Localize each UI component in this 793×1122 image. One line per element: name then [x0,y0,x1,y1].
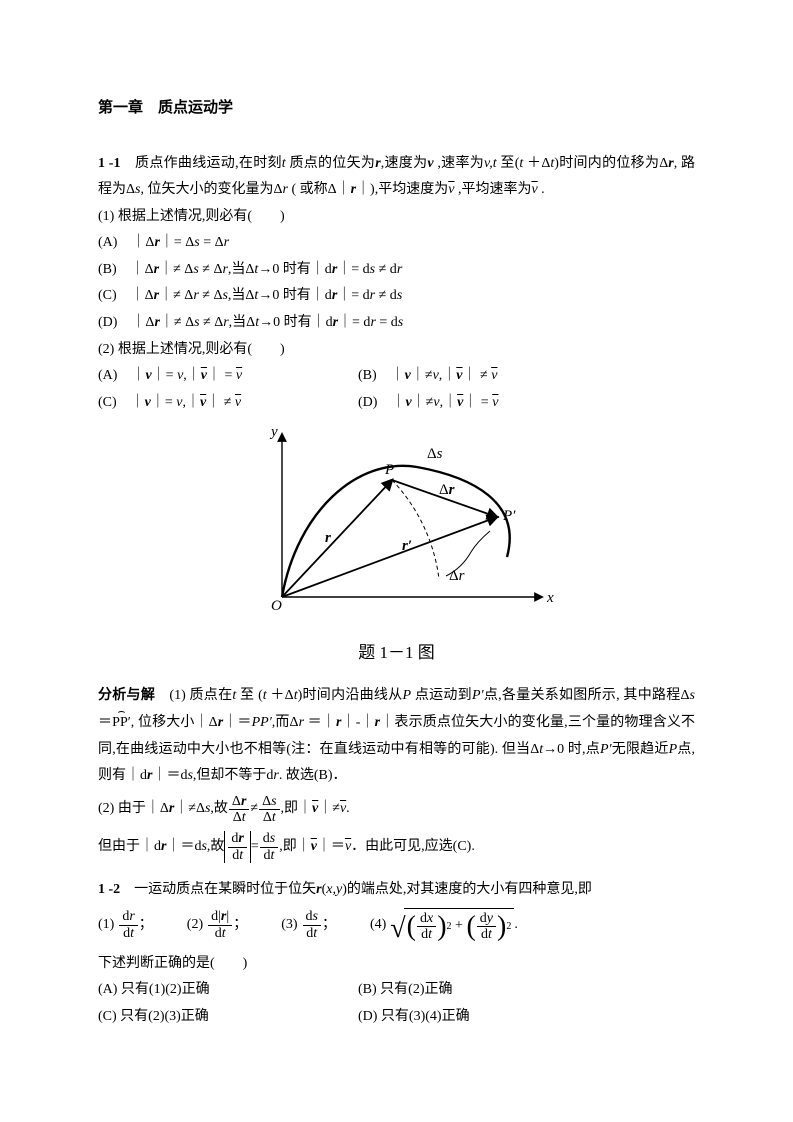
figure-caption: 题 1－1 图 [98,637,695,669]
q2-opt-b: (B) 只有(2)正确 [358,977,618,1004]
page: 第一章 质点运动学 1 -1 质点作曲线运动,在时刻t 质点的位矢为r,速度为v… [0,0,793,1122]
analysis-p2: (2) 由于｜Δr ｜≠Δs,故 ΔrΔt ≠ ΔsΔt ,即｜v ｜≠v . [98,794,695,826]
q1-number: 1 -1 [98,156,120,171]
analysis-p3: 但由于｜dr｜＝ds,故 drdt = dsdt ,即｜v｜＝v．由此可见,应选… [98,831,695,863]
q1-opt-d: (D) ｜Δr｜≠ Δs ≠ Δr,当Δt→0 时有｜dr｜= dr = ds [98,310,695,337]
label-drvec: Δr [439,482,455,498]
label-drscalar: Δr [449,568,465,584]
figure-1-1: O x y P P′ r r′ Δs Δr Δr [98,422,695,633]
q1-opt-b: (B) ｜Δr｜≠ Δs ≠ Δr,当Δt→0 时有｜dr｜= ds ≠ dr [98,257,695,284]
label-r: r [325,530,331,546]
q2-expressions: (1) drdt ； (2) d|r|dt ； (3) dsdt ； (4) √… [98,908,695,943]
q1-opt2-a: (A) ｜v｜= v,｜v｜ = v [98,363,358,390]
q1-opt2-c: (C) ｜v｜= v,｜v｜ ≠ v [98,390,358,417]
q1-opt2-d: (D) ｜v｜≠v,｜v｜ = v [358,390,618,417]
q2-row1: (A) 只有(1)(2)正确 (B) 只有(2)正确 [98,977,695,1004]
q2-opt-c: (C) 只有(2)(3)正确 [98,1004,358,1031]
q2-judge: 下述判断正确的是( ) [98,951,695,978]
q1-sub1: (1) 根据上述情况,则必有( ) [98,204,695,231]
figure-svg: O x y P P′ r r′ Δs Δr Δr [227,422,567,622]
label-ds: Δs [427,446,443,462]
q2-opt-a: (A) 只有(1)(2)正确 [98,977,358,1004]
problem-1-1: 1 -1 质点作曲线运动,在时刻t 质点的位矢为r,速度为v ,速率为v,t 至… [98,151,695,204]
q2-row2: (C) 只有(2)(3)正确 (D) 只有(3)(4)正确 [98,1004,695,1031]
analysis-p1: 分析与解 (1) 质点在t 至 (t ＋Δt)时间内沿曲线从P 点运动到P′点,… [98,683,695,789]
q1-opt2-b: (B) ｜v｜≠v,｜v｜ ≠ v [358,363,618,390]
q1-sub2-row1: (A) ｜v｜= v,｜v｜ = v (B) ｜v｜≠v,｜v｜ ≠ v [98,363,695,390]
q1-sub2-row2: (C) ｜v｜= v,｜v｜ ≠ v (D) ｜v｜≠v,｜v｜ = v [98,390,695,417]
q2-number: 1 -2 [98,882,120,897]
q1-sub2: (2) 根据上述情况,则必有( ) [98,337,695,364]
label-rprime: r′ [402,538,412,554]
label-O: O [271,598,282,614]
q2-opt-d: (D) 只有(3)(4)正确 [358,1004,618,1031]
label-P: P [384,462,394,478]
label-y: y [269,424,278,440]
q1-opt-c: (C) ｜Δr｜≠ Δr ≠ Δs,当Δt→0 时有｜dr｜= dr ≠ ds [98,283,695,310]
label-Pprime: P′ [502,508,516,524]
problem-1-2: 1 -2 一运动质点在某瞬时位于位矢r(x,y)的端点处,对其速度的大小有四种意… [98,877,695,904]
label-x: x [546,590,554,606]
chapter-title: 第一章 质点运动学 [98,94,695,123]
q1-opt-a: (A) ｜Δr｜= Δs = Δr [98,230,695,257]
